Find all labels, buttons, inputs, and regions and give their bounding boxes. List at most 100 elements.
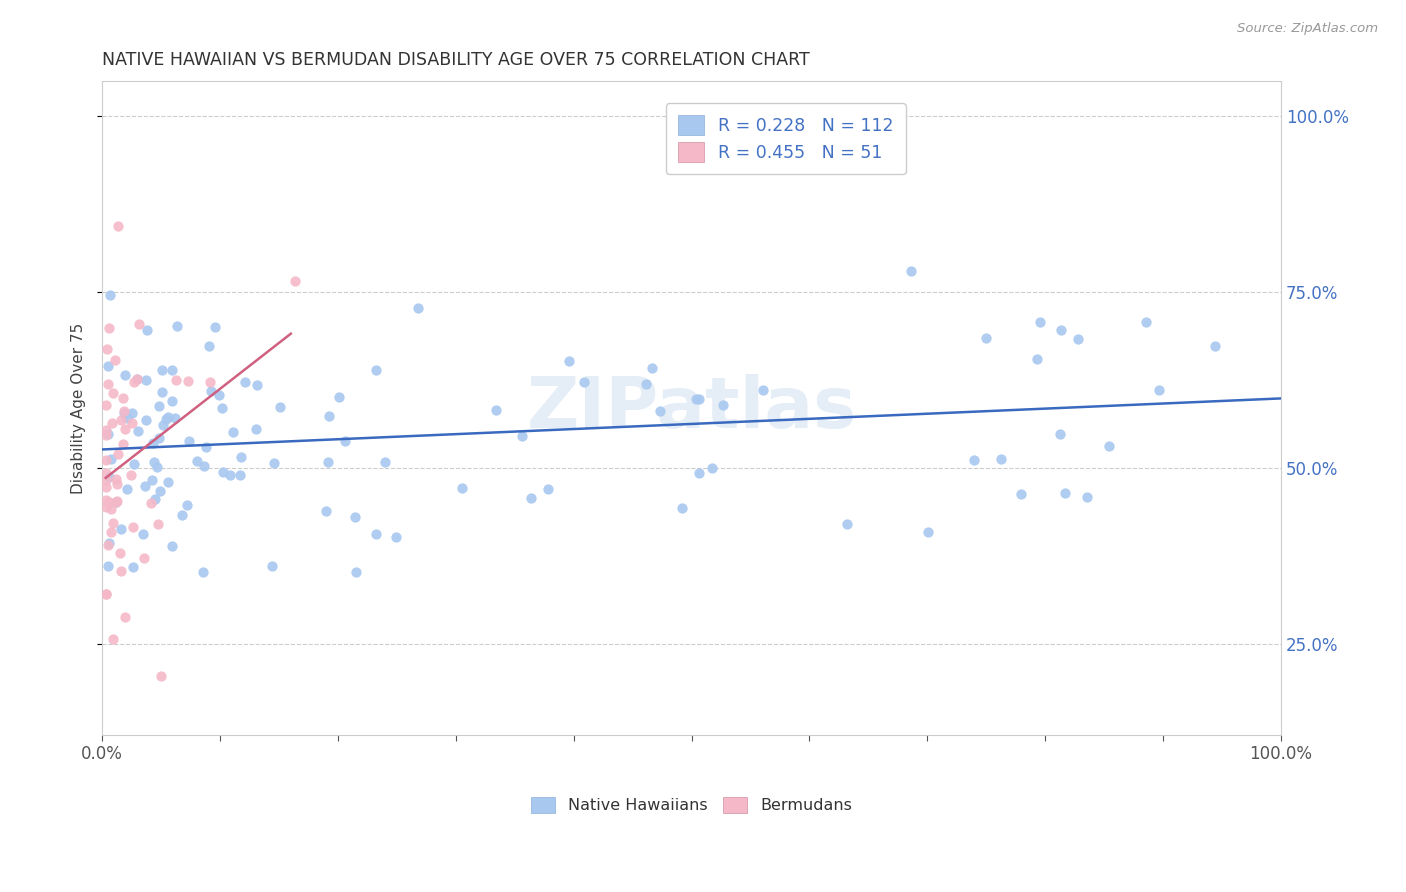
Point (150, 669, 173, 683)
Point (100, 502, 122, 516)
Point (143, 492, 166, 507)
Point (166, 319, 188, 334)
Point (1135, 315, 1157, 329)
Point (139, 496, 162, 510)
Point (152, 362, 174, 376)
Point (328, 390, 350, 404)
Point (218, 468, 240, 483)
Point (121, 560, 143, 574)
Point (142, 436, 165, 450)
Point (269, 400, 291, 414)
Point (94, 466, 117, 480)
Point (101, 385, 124, 400)
Point (343, 510, 366, 524)
Text: ZIPatlas: ZIPatlas (526, 374, 856, 442)
Point (94, 398, 117, 412)
Point (344, 565, 367, 579)
Point (835, 517, 858, 532)
Point (94, 493, 117, 508)
Point (122, 458, 145, 472)
Point (94, 500, 117, 514)
Point (1010, 486, 1032, 500)
Point (94, 428, 117, 442)
Point (165, 373, 187, 387)
Point (246, 378, 269, 392)
Point (364, 362, 387, 376)
Point (98, 288, 121, 302)
Point (121, 416, 143, 430)
Point (186, 454, 208, 468)
Point (260, 559, 283, 574)
Point (156, 410, 179, 425)
Point (1029, 315, 1052, 329)
Point (900, 264, 922, 278)
Point (97, 538, 120, 552)
Point (685, 392, 707, 406)
Point (177, 434, 200, 448)
Point (96, 342, 118, 356)
Point (97, 359, 120, 373)
Legend: Native Hawaiians, Bermudans: Native Hawaiians, Bermudans (523, 789, 860, 822)
Point (94, 587, 117, 601)
Point (155, 412, 177, 426)
Point (176, 498, 198, 512)
Point (110, 564, 132, 578)
Point (104, 472, 127, 486)
Point (100, 452, 122, 467)
Point (374, 455, 396, 469)
Point (98, 535, 121, 549)
Point (148, 431, 170, 445)
Point (200, 375, 222, 389)
Point (115, 482, 138, 496)
Point (711, 398, 734, 412)
Point (114, 368, 136, 382)
Point (208, 387, 231, 401)
Point (117, 410, 139, 425)
Point (917, 524, 939, 539)
Point (1147, 383, 1170, 397)
Point (702, 461, 724, 475)
Point (145, 459, 167, 474)
Point (165, 411, 187, 425)
Point (195, 440, 218, 454)
Point (1098, 439, 1121, 453)
Point (98, 321, 121, 335)
Point (160, 393, 183, 408)
Point (134, 551, 156, 566)
Point (143, 455, 166, 469)
Point (114, 610, 136, 624)
Point (177, 374, 200, 388)
Point (636, 376, 658, 391)
Point (135, 373, 157, 387)
Point (141, 473, 163, 487)
Point (537, 482, 560, 496)
Point (752, 383, 775, 397)
Point (107, 476, 129, 491)
Point (114, 422, 136, 436)
Point (156, 475, 179, 489)
Point (94, 453, 117, 467)
Point (688, 466, 710, 480)
Point (510, 429, 533, 443)
Point (107, 219, 129, 233)
Point (97, 559, 120, 574)
Point (121, 520, 143, 534)
Point (558, 354, 581, 368)
Point (97, 495, 120, 509)
Point (160, 539, 183, 553)
Point (96, 474, 118, 488)
Point (104, 494, 127, 508)
Point (149, 484, 172, 499)
Point (112, 406, 135, 420)
Point (406, 301, 429, 315)
Point (198, 339, 221, 353)
Point (121, 406, 143, 420)
Point (451, 481, 474, 495)
Point (1204, 339, 1226, 353)
Point (94, 587, 117, 601)
Point (94, 480, 117, 494)
Point (101, 516, 124, 530)
Point (284, 274, 307, 288)
Point (229, 467, 252, 482)
Point (110, 522, 132, 536)
